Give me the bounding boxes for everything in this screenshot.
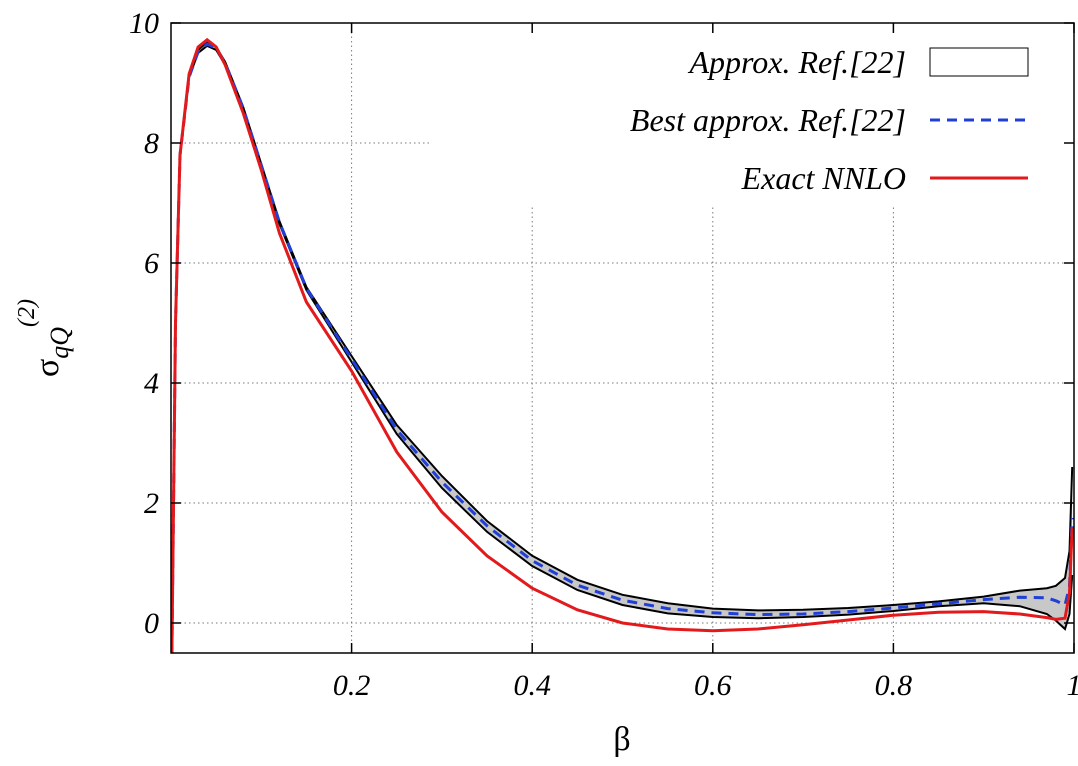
y-axis-label-superscript: (2) [14,299,40,327]
y-tick-label: 2 [144,487,159,520]
tick-labels: 0.20.40.60.810246810 [129,7,1078,702]
legend-label: Best approx. Ref.[22] [630,102,906,138]
x-tick-label: 0.8 [875,669,913,702]
svg-text:σqQ(2): σqQ(2) [14,299,74,377]
plot-frame [170,22,1075,654]
y-axis-label-subscript: qQ [45,327,74,359]
x-tick-label: 0.2 [333,669,371,702]
exact-nnlo-line [171,37,1074,653]
x-tick-label: 0.6 [694,669,732,702]
y-tick-label: 10 [129,7,159,40]
y-tick-label: 6 [144,247,159,280]
y-tick-label: 4 [144,367,159,400]
approx-band-lower-line [171,44,1074,653]
y-axis-label: σqQ(2) [14,299,74,377]
x-axis-label: β [613,721,630,758]
legend-swatch-band [929,47,1029,77]
x-tick-label: 1 [1067,669,1078,702]
best-approx-line [171,42,1074,653]
legend: Approx. Ref.[22] Best approx. Ref.[22] Exa… [630,44,1029,196]
tick-marks [171,22,1075,653]
y-axis-label-symbol: σ [29,359,66,377]
series-layer [171,37,1074,653]
y-tick-label: 8 [144,127,159,160]
y-tick-label: 0 [144,607,159,640]
x-tick-label: 0.4 [513,669,551,702]
legend-label: Exact NNLO [741,160,906,196]
legend-label: Approx. Ref.[22] [687,44,906,80]
